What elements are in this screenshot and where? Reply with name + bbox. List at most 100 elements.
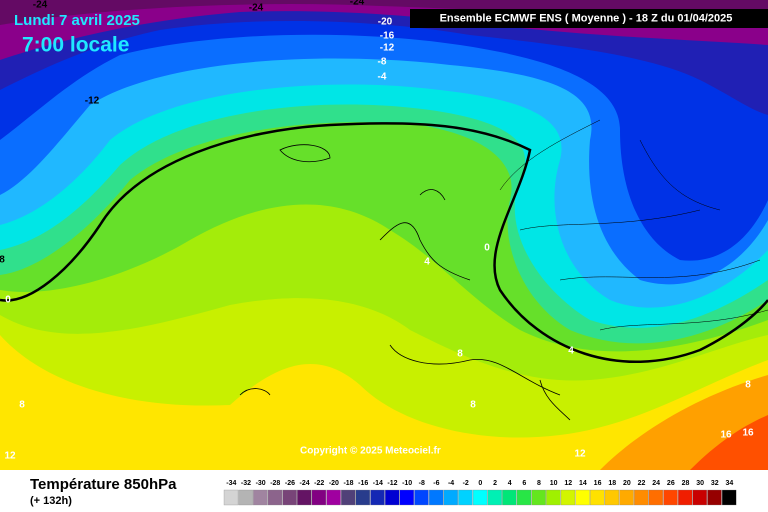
contour-label: 8	[457, 349, 463, 360]
contour-label: -16	[380, 31, 395, 42]
valid-time: 7:00 locale	[22, 34, 129, 57]
contour-label: -24	[33, 0, 48, 11]
contour-label: 16	[720, 430, 732, 441]
scale-label: 16	[594, 480, 602, 487]
model-banner	[410, 9, 768, 28]
contour-label: 4	[424, 257, 430, 268]
contour-label: 16	[742, 428, 754, 439]
scale-swatch	[678, 489, 693, 506]
scale-swatch	[648, 489, 664, 506]
scale-swatch	[502, 489, 517, 506]
labels: -34 -32 -30 -28 -26 -24 -22 -20 -18 -16 -14 -12 -10-…	[0, 0, 754, 506]
field-title: Température 850hPa	[30, 476, 177, 493]
scale-label: -20	[329, 480, 339, 487]
scale-swatch	[238, 489, 253, 506]
scale-swatch	[516, 489, 532, 506]
scale-label: -30	[256, 480, 266, 487]
scale-swatch	[634, 489, 649, 506]
scale-label: 8	[537, 480, 541, 487]
scale-swatch	[253, 489, 268, 506]
contour-label: -8	[378, 57, 387, 68]
scale-label: -18	[343, 480, 353, 487]
scale-label: 4	[508, 480, 512, 487]
scale-label: -24	[300, 480, 310, 487]
scale-swatch	[546, 489, 561, 506]
scale-swatch	[619, 489, 634, 506]
scale-label: 30	[696, 480, 704, 487]
scale-swatch	[663, 489, 678, 506]
scale-label: 34	[726, 480, 734, 487]
contour-label: 8	[0, 255, 5, 266]
scale-swatch	[531, 489, 546, 506]
scale-swatch	[355, 489, 371, 506]
scale-label: -2	[463, 480, 469, 487]
scale-swatch	[311, 489, 327, 506]
scale-swatch	[443, 489, 458, 506]
scale-label: 12	[564, 480, 572, 487]
contour-label: -4	[378, 72, 387, 83]
contour-label: 4	[568, 346, 574, 357]
scale-swatch	[384, 489, 400, 506]
scale-label: 26	[667, 480, 675, 487]
scale-label: -26	[285, 480, 295, 487]
scale-swatch	[458, 489, 473, 506]
scale-label: 6	[522, 480, 526, 487]
scale-label: -6	[433, 480, 439, 487]
scale-label: 24	[652, 480, 660, 487]
scale-label: -22	[314, 480, 324, 487]
scale-label: -8	[419, 480, 425, 487]
scale-swatch	[414, 489, 429, 506]
contour-label: -24	[249, 3, 264, 14]
scale-swatch	[297, 489, 312, 506]
scale-swatch	[707, 489, 722, 506]
scale-label: -34	[226, 480, 236, 487]
scale-swatch	[341, 489, 356, 506]
scale-label: -28	[270, 480, 280, 487]
scale-label: -32	[241, 480, 251, 487]
lead-time: (+ 132h)	[30, 495, 72, 507]
scale-swatch	[223, 489, 239, 506]
scale-label: 18	[608, 480, 616, 487]
scale-label: 0	[478, 480, 482, 487]
scale-label: 28	[682, 480, 690, 487]
scale-label: -14	[373, 480, 383, 487]
contour-label: 12	[574, 449, 586, 460]
contour-label: 8	[19, 400, 25, 411]
scale-swatch	[721, 489, 737, 506]
copyright: Copyright © 2025 Meteociel.fr	[300, 446, 441, 457]
scale-swatch	[326, 489, 341, 506]
scale-swatch	[560, 489, 576, 506]
contour-label: 0	[5, 295, 11, 306]
scale-label: 22	[638, 480, 646, 487]
model-run: Ensemble ECMWF ENS ( Moyenne ) - 18 Z du…	[440, 12, 733, 24]
scale-swatch	[590, 489, 605, 506]
contour-label: 0	[484, 243, 490, 254]
scale-label: -4	[448, 480, 454, 487]
contour-label: -24	[350, 0, 365, 8]
scale-swatch	[267, 489, 283, 506]
scale-swatch	[282, 489, 297, 506]
scale-swatch	[472, 489, 488, 506]
contour-label: -20	[378, 17, 393, 28]
scale-swatch	[604, 489, 620, 506]
contour-label: -12	[380, 43, 395, 54]
scale-swatch	[575, 489, 590, 506]
scale-label: 32	[711, 480, 719, 487]
scale-label: -12	[387, 480, 397, 487]
scale-swatch	[428, 489, 444, 506]
scale-swatch	[487, 489, 502, 506]
scale-label: 10	[550, 480, 558, 487]
scale-label: -16	[358, 480, 368, 487]
scale-label: 20	[623, 480, 631, 487]
scale-label: 14	[579, 480, 587, 487]
contour-label: 8	[745, 380, 751, 391]
scale-swatch	[692, 489, 707, 506]
scale-label: 2	[493, 480, 497, 487]
contour-label: 8	[470, 400, 476, 411]
scale-swatch	[370, 489, 385, 506]
contour-label: -12	[85, 96, 100, 107]
scale-label: -10	[402, 480, 412, 487]
scale-swatch	[399, 489, 414, 506]
contour-label: 12	[4, 451, 16, 462]
